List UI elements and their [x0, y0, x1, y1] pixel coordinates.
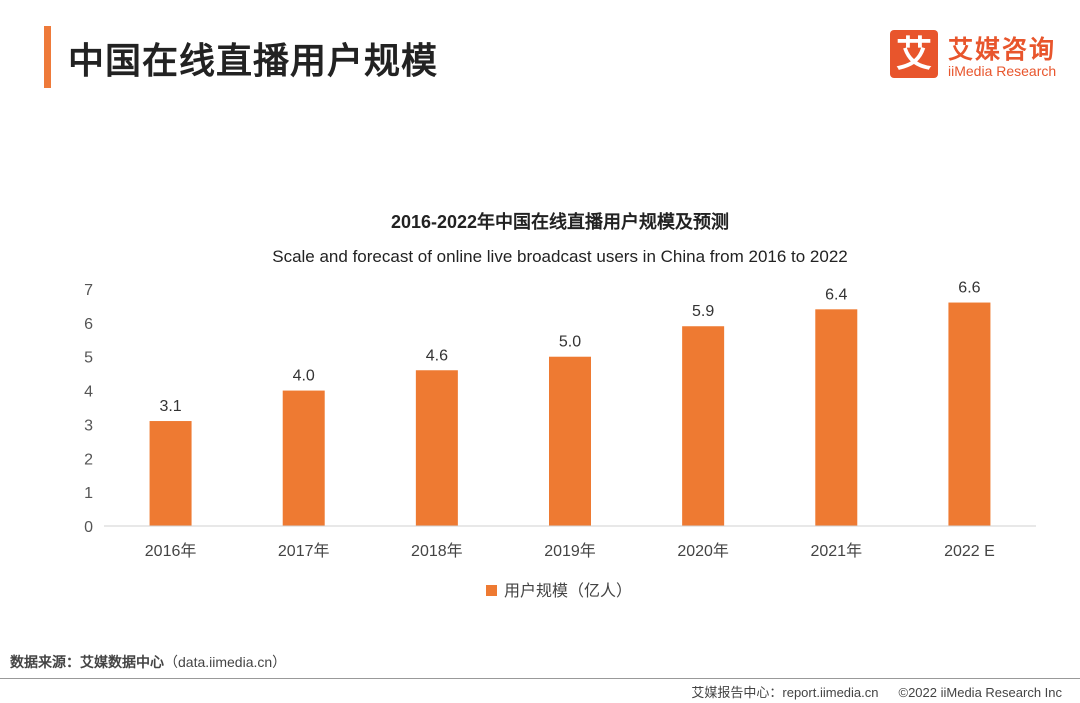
- legend-swatch: [486, 585, 497, 596]
- bar-chart: 2016-2022年中国在线直播用户规模及预测 Scale and foreca…: [84, 211, 1036, 600]
- bar-data-label: 6.4: [825, 286, 847, 303]
- title-accent-bar: [44, 26, 51, 88]
- y-axis: 0 1 2 3 4 5 6 7: [84, 282, 93, 536]
- bar-data-label: 6.6: [958, 280, 980, 297]
- source-url: （data.iimedia.cn）: [164, 654, 287, 670]
- logo-name-en: iiMedia Research: [948, 63, 1057, 79]
- bar: [549, 356, 591, 526]
- bar: [815, 309, 858, 526]
- bar: [948, 302, 991, 526]
- x-tick-label: 2019年: [544, 542, 596, 560]
- y-tick-label: 6: [84, 316, 93, 333]
- bar-data-label: 5.0: [559, 334, 581, 351]
- logo-name-cn: 艾媒咨询: [948, 36, 1057, 64]
- y-tick-label: 3: [84, 417, 93, 434]
- chart-title: 2016-2022年中国在线直播用户规模及预测: [391, 211, 729, 232]
- x-tick-label: 2017年: [278, 542, 330, 560]
- x-tick-label: 2016年: [145, 542, 197, 560]
- bar-data-label: 4.6: [426, 347, 448, 364]
- bar-data-label: 4.0: [293, 368, 315, 385]
- bar: [415, 370, 458, 526]
- y-tick-label: 0: [84, 519, 93, 536]
- x-tick-label: 2018年: [411, 542, 463, 560]
- source-label: 数据来源：艾媒数据中心: [10, 654, 164, 670]
- brand-logo: 艾 艾媒咨询 iiMedia Research: [890, 30, 1070, 80]
- x-axis: 2016年 2017年 2018年 2019年 2020年 2021年 2022 E: [145, 542, 995, 560]
- data-source: 数据来源：艾媒数据中心（data.iimedia.cn）: [10, 652, 286, 672]
- page-title: 中国在线直播用户规模: [68, 40, 439, 81]
- bar-data-label: 5.9: [692, 303, 714, 320]
- bar-series: 3.1 4.0 4.6 5.0 5.9 6.4 6.6: [149, 280, 991, 526]
- footer-info: 艾媒报告中心：report.iimedia.cn ©2022 iiMedia Re…: [691, 682, 1062, 701]
- logo-mark-icon: 艾: [890, 30, 938, 78]
- x-tick-label: 2022 E: [944, 543, 995, 560]
- x-tick-label: 2020年: [677, 542, 729, 560]
- copyright: ©2022 iiMedia Research Inc: [898, 685, 1063, 700]
- bar-data-label: 3.1: [159, 398, 181, 415]
- footer-divider: [0, 678, 1080, 679]
- y-tick-label: 1: [84, 485, 93, 502]
- y-tick-label: 5: [84, 350, 93, 367]
- chart-subtitle: Scale and forecast of online live broadc…: [272, 247, 848, 266]
- bar: [682, 326, 725, 526]
- bar: [282, 390, 325, 526]
- report-center: 艾媒报告中心：report.iimedia.cn: [691, 685, 879, 700]
- y-tick-label: 4: [84, 384, 93, 401]
- x-tick-label: 2021年: [810, 542, 862, 560]
- bar: [149, 421, 192, 526]
- y-tick-label: 7: [84, 282, 93, 299]
- legend: 用户规模（亿人）: [486, 582, 632, 600]
- y-tick-label: 2: [84, 451, 93, 468]
- legend-label: 用户规模（亿人）: [504, 582, 632, 600]
